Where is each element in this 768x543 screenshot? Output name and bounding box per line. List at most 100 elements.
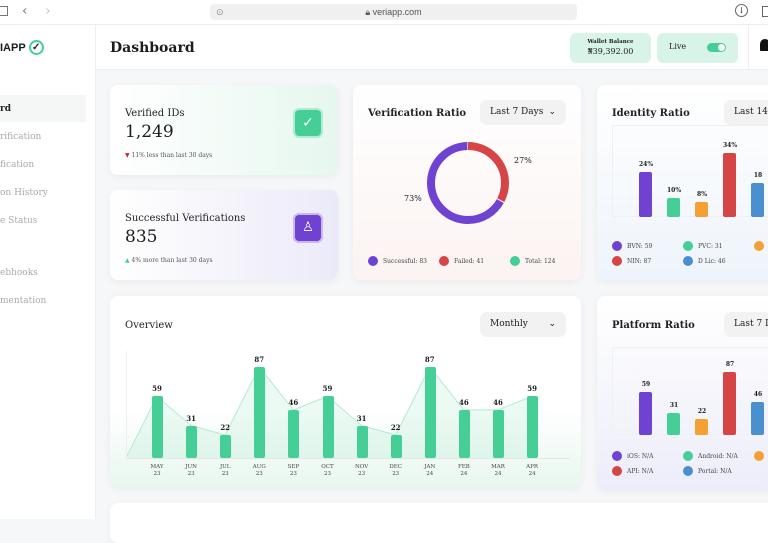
bar-label: 18	[753, 172, 763, 180]
wallet-balance[interactable]: Wallet Balance ₦39,392.00	[570, 33, 651, 63]
card-title: Identity Ratio	[612, 108, 690, 119]
bell-icon[interactable]	[760, 39, 768, 51]
sidebar-item-service-status[interactable]: e Status	[0, 216, 38, 226]
wallet-label: Wallet Balance	[587, 39, 634, 45]
successful-verifications-card: Successful Verifications 835 ▲ 4% more t…	[110, 190, 338, 280]
download-icon[interactable]: ↓	[735, 4, 748, 17]
bar-label: 24%	[638, 160, 654, 168]
bar	[667, 198, 680, 217]
bar-label: 22	[220, 422, 231, 432]
bar-label: 59	[322, 384, 333, 394]
bar	[751, 183, 764, 217]
legend-api: API: N/A	[612, 466, 653, 476]
lock-icon: 🔒︎	[365, 7, 373, 17]
overview-card: Overview Monthly ⌄ 59 MAY 23 31 JUN 23 22 JUL 23 8…	[110, 296, 581, 487]
trend-text: 11% less than last 30 days	[131, 152, 213, 159]
share-icon[interactable]	[762, 6, 768, 17]
period-dropdown[interactable]: Last 14 D	[724, 100, 768, 125]
sidebar-toggle-icon[interactable]	[0, 6, 8, 16]
trend: ▼ 11% less than last 30 days	[125, 152, 212, 159]
sidebar-item-dashboard[interactable]: rd	[0, 104, 12, 114]
url-text: veriapp.com	[372, 7, 422, 17]
chevron-down-icon: ⌄	[548, 107, 556, 117]
bar	[695, 201, 708, 217]
bar	[152, 396, 163, 458]
legend-total: Total: 124	[510, 256, 555, 266]
bar-label: 46	[753, 390, 763, 398]
identity-ratio-card: Identity Ratio Last 14 D 24% 10% 8% 34% 18 B…	[597, 85, 768, 280]
legend-orange	[754, 451, 764, 461]
live-mode: Live	[657, 33, 738, 63]
x-tick-label: NOV 23	[354, 464, 369, 477]
legend-nin: NIN: 87	[612, 256, 651, 266]
bar	[288, 409, 300, 458]
bar	[527, 396, 539, 458]
x-tick-label: MAY 23	[150, 464, 164, 477]
bar	[356, 425, 368, 458]
verified-ids-card: Verified IDs 1,249 ▼ 11% less than last …	[110, 85, 338, 175]
chevron-down-icon: ⌄	[548, 319, 556, 329]
logo: IAPP ✓	[0, 40, 44, 55]
trend-up-icon: ▲	[125, 257, 132, 264]
page-title: Dashboard	[110, 40, 195, 56]
bar	[695, 419, 708, 435]
address-bar[interactable]: ⊙ 🔒︎ veriapp.com	[210, 4, 577, 20]
overview-trend-area	[125, 351, 570, 459]
sidebar-item-bulk-verification[interactable]: fication	[0, 160, 35, 170]
period-dropdown[interactable]: Monthly ⌄	[480, 312, 566, 337]
bar-label: 87	[424, 355, 435, 364]
bar-label: 46	[493, 397, 503, 407]
forward-icon[interactable]: ›	[45, 3, 51, 19]
site-settings-icon[interactable]: ⊙	[216, 7, 224, 17]
live-toggle[interactable]	[707, 43, 726, 52]
trend-text: 4% more than last 30 days	[131, 257, 213, 264]
header: Dashboard Wallet Balance ₦39,392.00 Live	[96, 25, 768, 70]
user-check-icon: ♙	[293, 213, 323, 243]
x-tick-label: JAN 24	[424, 464, 436, 477]
card-value: 835	[125, 227, 158, 247]
x-tick-label: APR 24	[526, 464, 538, 477]
platform-ratio-card: Platform Ratio Last 7 Da 59 31 22 87 46 iOS:…	[597, 296, 768, 490]
legend-dlic: D Lic: 46	[683, 256, 726, 266]
x-tick-label: SEP 23	[287, 464, 300, 477]
dropdown-value: Last 14 D	[734, 107, 768, 117]
card-title: Verified IDs	[125, 108, 185, 119]
bar-label: 46	[288, 397, 299, 407]
card-title: Verification Ratio	[368, 108, 467, 119]
bar	[667, 412, 680, 435]
dropdown-value: Monthly	[490, 319, 528, 329]
wallet-value: ₦39,392.00	[587, 47, 634, 56]
bar-label: 59	[152, 384, 162, 394]
legend-portal: Portal: N/A	[683, 466, 732, 476]
sidebar-item-verification-history[interactable]: on History	[0, 188, 48, 198]
x-tick-label: DEC 23	[389, 464, 402, 477]
bar-label: 34%	[722, 142, 738, 149]
bar	[639, 392, 652, 435]
sidebar-item-verification[interactable]: rification	[0, 132, 42, 142]
bottom-card	[110, 503, 768, 543]
legend-pvc: PVC: 31	[683, 241, 723, 251]
sidebar-item-documentation[interactable]: mentation	[0, 296, 47, 306]
period-dropdown[interactable]: Last 7 Days ⌄	[480, 100, 566, 125]
x-tick-label: OCT 23	[321, 464, 334, 477]
bar	[322, 396, 334, 458]
donut-slice-successful	[427, 142, 509, 224]
dropdown-value: Last 7 Da	[734, 319, 768, 329]
card-title: Platform Ratio	[612, 320, 695, 331]
check-logo-icon: ✓	[28, 40, 44, 55]
legend-successful: Successful: 83	[368, 256, 427, 266]
card-value: 1,249	[125, 122, 174, 142]
failed-pct-label: 27%	[514, 156, 532, 165]
bar-label: 22	[390, 422, 401, 432]
identity-bar-chart: 24% 10% 8% 34% 18	[612, 125, 768, 217]
period-dropdown[interactable]: Last 7 Da	[724, 312, 768, 337]
verified-check-icon: ✓	[293, 108, 323, 138]
card-title: Successful Verifications	[125, 213, 246, 224]
live-label: Live	[669, 42, 687, 51]
x-tick-label: JUL 23	[219, 464, 231, 477]
browser-toolbar: ‹ › ⊙ 🔒︎ veriapp.com ↓	[0, 0, 768, 25]
bar-label: 22	[697, 408, 707, 416]
bar-label: 31	[356, 413, 367, 423]
back-icon[interactable]: ‹	[22, 3, 28, 19]
sidebar-item-webhooks[interactable]: ebhooks	[0, 268, 38, 278]
